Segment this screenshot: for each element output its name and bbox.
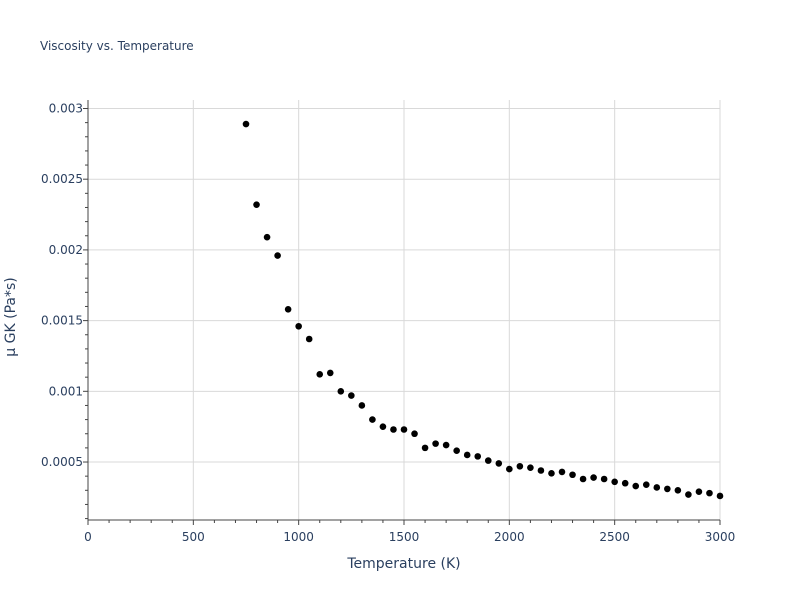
data-point	[537, 467, 545, 474]
x-tick-label: 0	[84, 530, 92, 544]
data-points	[242, 120, 724, 500]
data-point	[369, 416, 376, 423]
data-point	[274, 252, 281, 259]
chart-title: Viscosity vs. Temperature	[40, 39, 194, 53]
data-point	[442, 441, 450, 449]
data-point	[463, 451, 471, 459]
data-point	[495, 460, 503, 467]
x-tick-label: 500	[182, 530, 205, 544]
data-point	[590, 474, 597, 481]
data-point	[421, 444, 429, 452]
x-tick-label: 2500	[599, 530, 630, 544]
data-point	[253, 201, 260, 208]
data-point	[390, 426, 397, 433]
data-point	[506, 465, 513, 473]
data-point	[695, 488, 703, 496]
data-point	[284, 305, 292, 313]
x-tick-label: 2000	[494, 530, 525, 544]
data-point	[706, 489, 713, 497]
x-tick-label: 3000	[705, 530, 736, 544]
data-point	[358, 402, 366, 409]
y-tick-label: 0.002	[49, 243, 83, 257]
gridlines	[88, 100, 721, 520]
data-point	[316, 371, 324, 378]
data-point	[348, 392, 355, 399]
data-point	[579, 475, 587, 483]
data-point	[242, 120, 250, 128]
x-axis-title: Temperature (K)	[346, 556, 460, 572]
data-point	[548, 470, 555, 477]
data-point	[621, 479, 629, 487]
data-point	[632, 482, 640, 490]
data-point	[295, 322, 302, 330]
axes: 0 500 1000 1500 2000 2500 3000 0.0005 0.001 0.001…	[41, 100, 735, 544]
data-point	[716, 492, 724, 500]
data-point	[337, 388, 345, 395]
data-point	[611, 478, 618, 486]
data-point	[642, 481, 650, 488]
data-point	[305, 335, 313, 343]
y-tick-label: 0.0025	[41, 172, 83, 186]
y-tick-label: 0.0005	[41, 455, 83, 469]
data-point	[484, 457, 492, 464]
data-point	[600, 475, 608, 483]
data-point	[379, 423, 387, 430]
data-point	[527, 464, 534, 471]
y-tick-label: 0.001	[49, 384, 83, 398]
data-point	[674, 487, 682, 494]
x-tick-label: 1500	[389, 530, 420, 544]
data-point	[453, 447, 460, 455]
y-axis-title: μ GK (Pa*s)	[3, 277, 19, 356]
x-tick-label: 1000	[283, 530, 314, 544]
data-point	[664, 485, 671, 493]
data-point	[326, 369, 334, 377]
data-point	[558, 468, 566, 476]
y-tick-label: 0.003	[49, 101, 83, 115]
y-tick-label: 0.0015	[41, 314, 83, 328]
data-point	[653, 484, 661, 491]
data-point	[516, 462, 524, 470]
data-point	[569, 471, 576, 479]
data-point	[400, 426, 408, 433]
data-point	[474, 453, 482, 460]
data-point	[263, 233, 271, 241]
data-point	[432, 440, 439, 447]
data-point	[411, 430, 418, 438]
data-point	[685, 491, 692, 498]
